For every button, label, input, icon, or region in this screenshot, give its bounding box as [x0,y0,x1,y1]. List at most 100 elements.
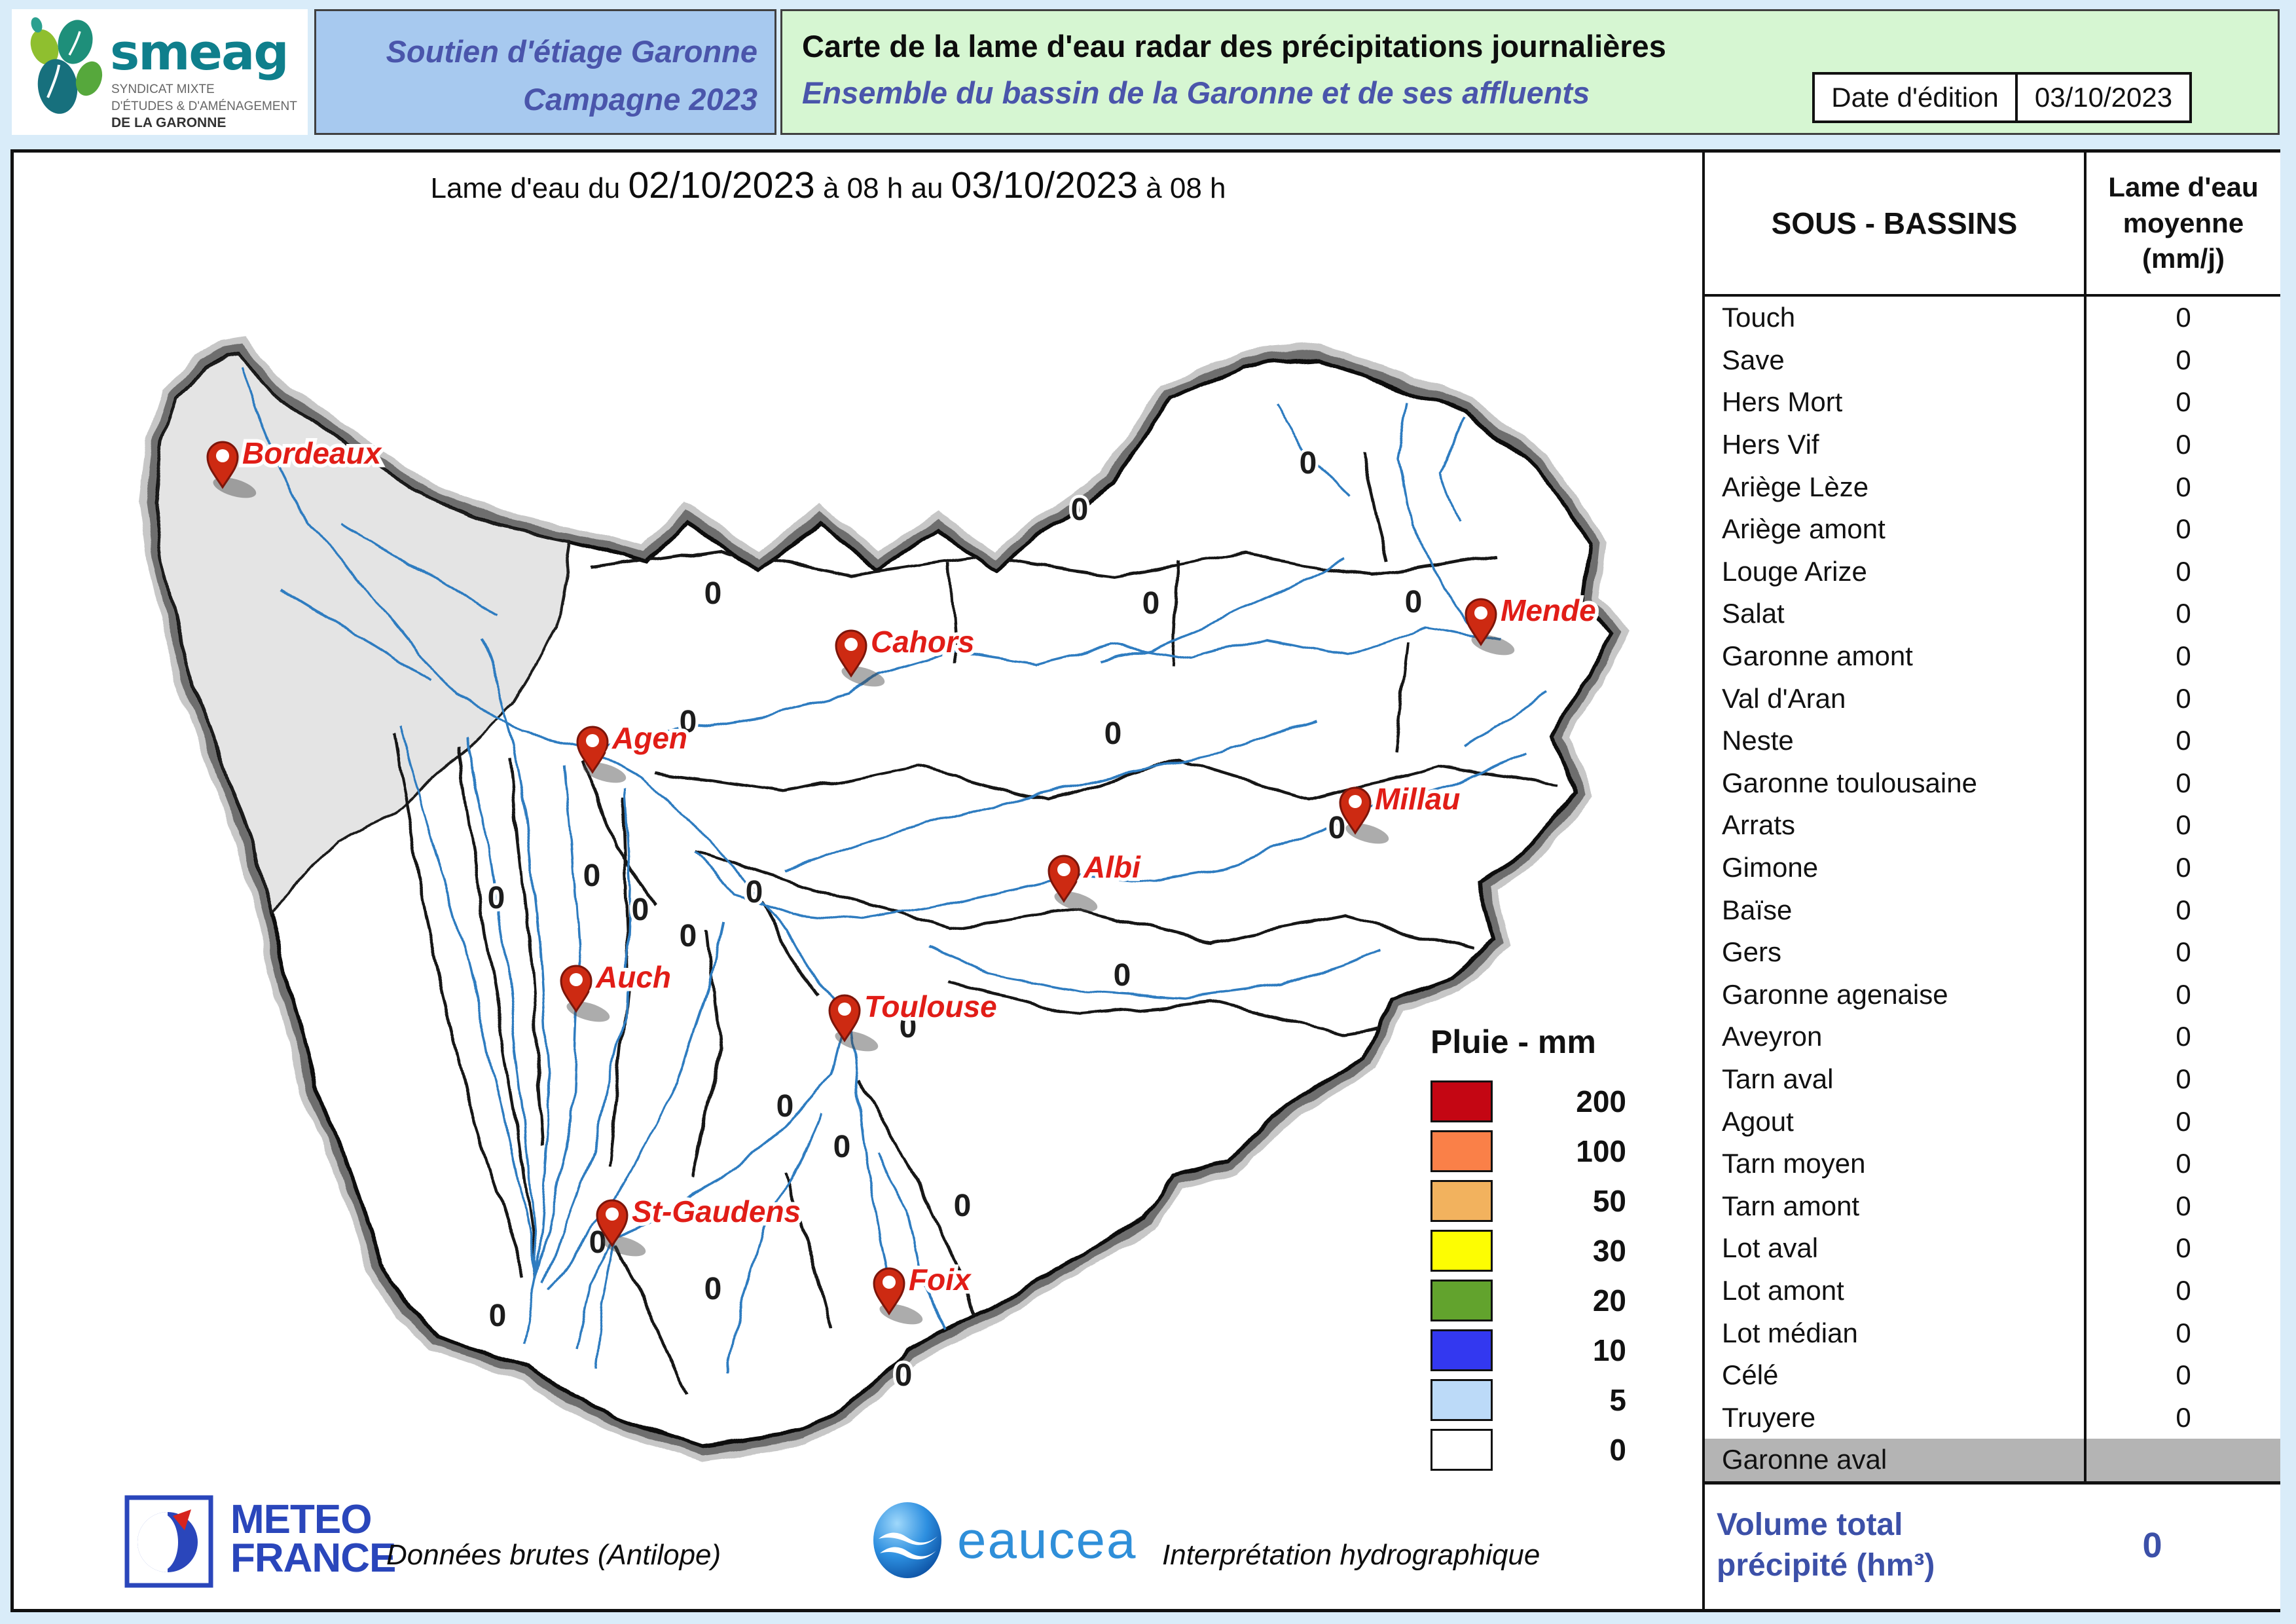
legend-value: 10 [1592,1333,1626,1367]
legend-title: Pluie - mm [1430,1024,1596,1060]
table-row: Gimone 0 [1705,846,2280,889]
basin-value: 0 [2084,1016,2280,1058]
table-row: Truyere 0 [1705,1396,2280,1439]
period-end-date: 03/10/2023 [951,164,1138,206]
page-title: Carte de la lame d'eau radar des précipi… [802,29,1666,64]
city-label-toulouse: Toulouse [864,989,997,1024]
city-marker-albi: Albi [1048,847,1145,912]
table-row: Garonne toulousaine 0 [1705,762,2280,805]
basin-name: Tarn aval [1722,1063,1834,1094]
campaign-line1: Soutien d'étiage Garonne [386,34,757,69]
city-label-mende: Mende [1501,593,1596,627]
city-label-foix: Foix [909,1263,972,1297]
basin-name: Val d'Aran [1722,682,1846,714]
table-row: Gers 0 [1705,931,2280,974]
table-row: Ariège amont 0 [1705,507,2280,551]
pin-icon [835,629,867,678]
pin-hole [1349,795,1362,808]
zero-value: 0 [583,858,601,893]
volume-total-box: Volume total précipité (hm³) 0 [1705,1481,2280,1606]
basin-value: 0 [2084,973,2280,1016]
zero-value: 0 [1114,958,1131,993]
pin-hole [883,1276,896,1289]
table-row: Baïse 0 [1705,889,2280,931]
zero-value: 0 [589,1225,607,1260]
smeag-caption-2: D'ÉTUDES & D'AMÉNAGEMENT [111,100,297,113]
pin-icon [828,994,861,1043]
table-row: Célé 0 [1705,1354,2280,1397]
basin-value: 0 [2084,339,2280,382]
legend-value: 30 [1592,1234,1626,1268]
basin-value: 0 [2084,423,2280,466]
zero-value: 0 [704,576,722,611]
city-label-albi: Albi [1083,850,1141,884]
legend-item: 20 [1430,1276,1630,1325]
interpretation-note: Interprétation hydrographique [1162,1539,1540,1571]
table-row: Louge Arize 0 [1705,550,2280,593]
table-row: Val d'Aran 0 [1705,677,2280,720]
pin-hole [570,973,583,986]
basin-value: 0 [2084,889,2280,931]
basin-value: 0 [2084,762,2280,805]
city-marker-foix: Foix [873,1259,975,1325]
eaucea-logo: eaucea [871,1501,1137,1579]
basin-name: Ariège Lèze [1722,471,1869,502]
smeag-leaves-icon [30,17,103,114]
col-header-sub-basins: SOUS - BASSINS [1771,206,2018,240]
legend-swatch [1430,1230,1493,1272]
period-start-date: 02/10/2023 [628,164,815,206]
basin-value: 0 [2084,1100,2280,1143]
pin-hole [838,1003,851,1016]
table-row: Salat 0 [1705,593,2280,635]
city-marker-mende: Mende [1465,590,1599,655]
pin-icon [560,965,592,1013]
table-row: Tarn amont 0 [1705,1185,2280,1228]
pin-hole [1474,606,1487,619]
table-row: Lot médian 0 [1705,1312,2280,1354]
basin-name: Garonne agenaise [1722,978,1948,1010]
basin-value: 0 [2084,1058,2280,1101]
pin-icon [1339,786,1372,835]
basin-value: 0 [2084,1185,2280,1228]
legend-swatch [1430,1280,1493,1321]
zero-value: 0 [680,705,697,739]
zero-value: 0 [776,1089,794,1124]
smeag-logo: smeag SYNDICAT MIXTE D'ÉTUDES & D'AMÉNAG… [12,9,308,135]
pin-icon [576,726,609,774]
basin-value: 0 [2084,804,2280,847]
table-row: Tarn moyen 0 [1705,1142,2280,1185]
city-marker-millau: Millau [1339,779,1464,844]
basin-name: Célé [1722,1359,1779,1391]
legend-item: 0 [1430,1425,1630,1475]
basin-name: Ariège amont [1722,513,1886,545]
volume-total-value: 0 [2142,1526,2162,1565]
basin-name: Baïse [1722,894,1793,925]
table-row: Garonne agenaise 0 [1705,973,2280,1016]
col-header-lame-deau: Lame d'eau moyenne (mm/j) [2084,153,2280,294]
basin-name: Lot aval [1722,1232,1819,1264]
sub-basins-panel: SOUS - BASSINS Lame d'eau moyenne (mm/j)… [1702,153,2280,1609]
basin-value: 0 [2084,381,2280,424]
legend-value: 100 [1576,1134,1626,1168]
source-note: Données brutes (Antilope) [386,1539,721,1571]
basin-value: 0 [2084,1269,2280,1312]
page-subtitle: Ensemble du bassin de la Garonne et de s… [802,75,1590,110]
pin-icon [1465,598,1497,646]
table-row: Neste 0 [1705,719,2280,762]
table-header: SOUS - BASSINS Lame d'eau moyenne (mm/j) [1705,153,2280,297]
table-row: Lot aval 0 [1705,1227,2280,1270]
zero-value: 0 [1300,446,1317,481]
garonne-aval-gray-region [152,352,573,913]
city-label-st-gaudens: St-Gaudens [632,1194,801,1228]
smeag-wordmark: smeag [110,23,288,81]
basin-name: Tarn amont [1722,1190,1860,1221]
pin-icon [873,1267,905,1316]
city-label-agen: Agen [611,721,687,755]
basin-value: 0 [2084,550,2280,593]
legend-swatch [1430,1329,1493,1371]
legend-item: 30 [1430,1226,1630,1276]
table-body: Touch 0 Save 0 Hers Mort 0 Hers Vif 0 Ariège Lèz… [1705,297,2280,1481]
edition-date-value: 03/10/2023 [2015,72,2192,123]
pin-hole [845,638,858,651]
basin-value: 0 [2084,1142,2280,1185]
